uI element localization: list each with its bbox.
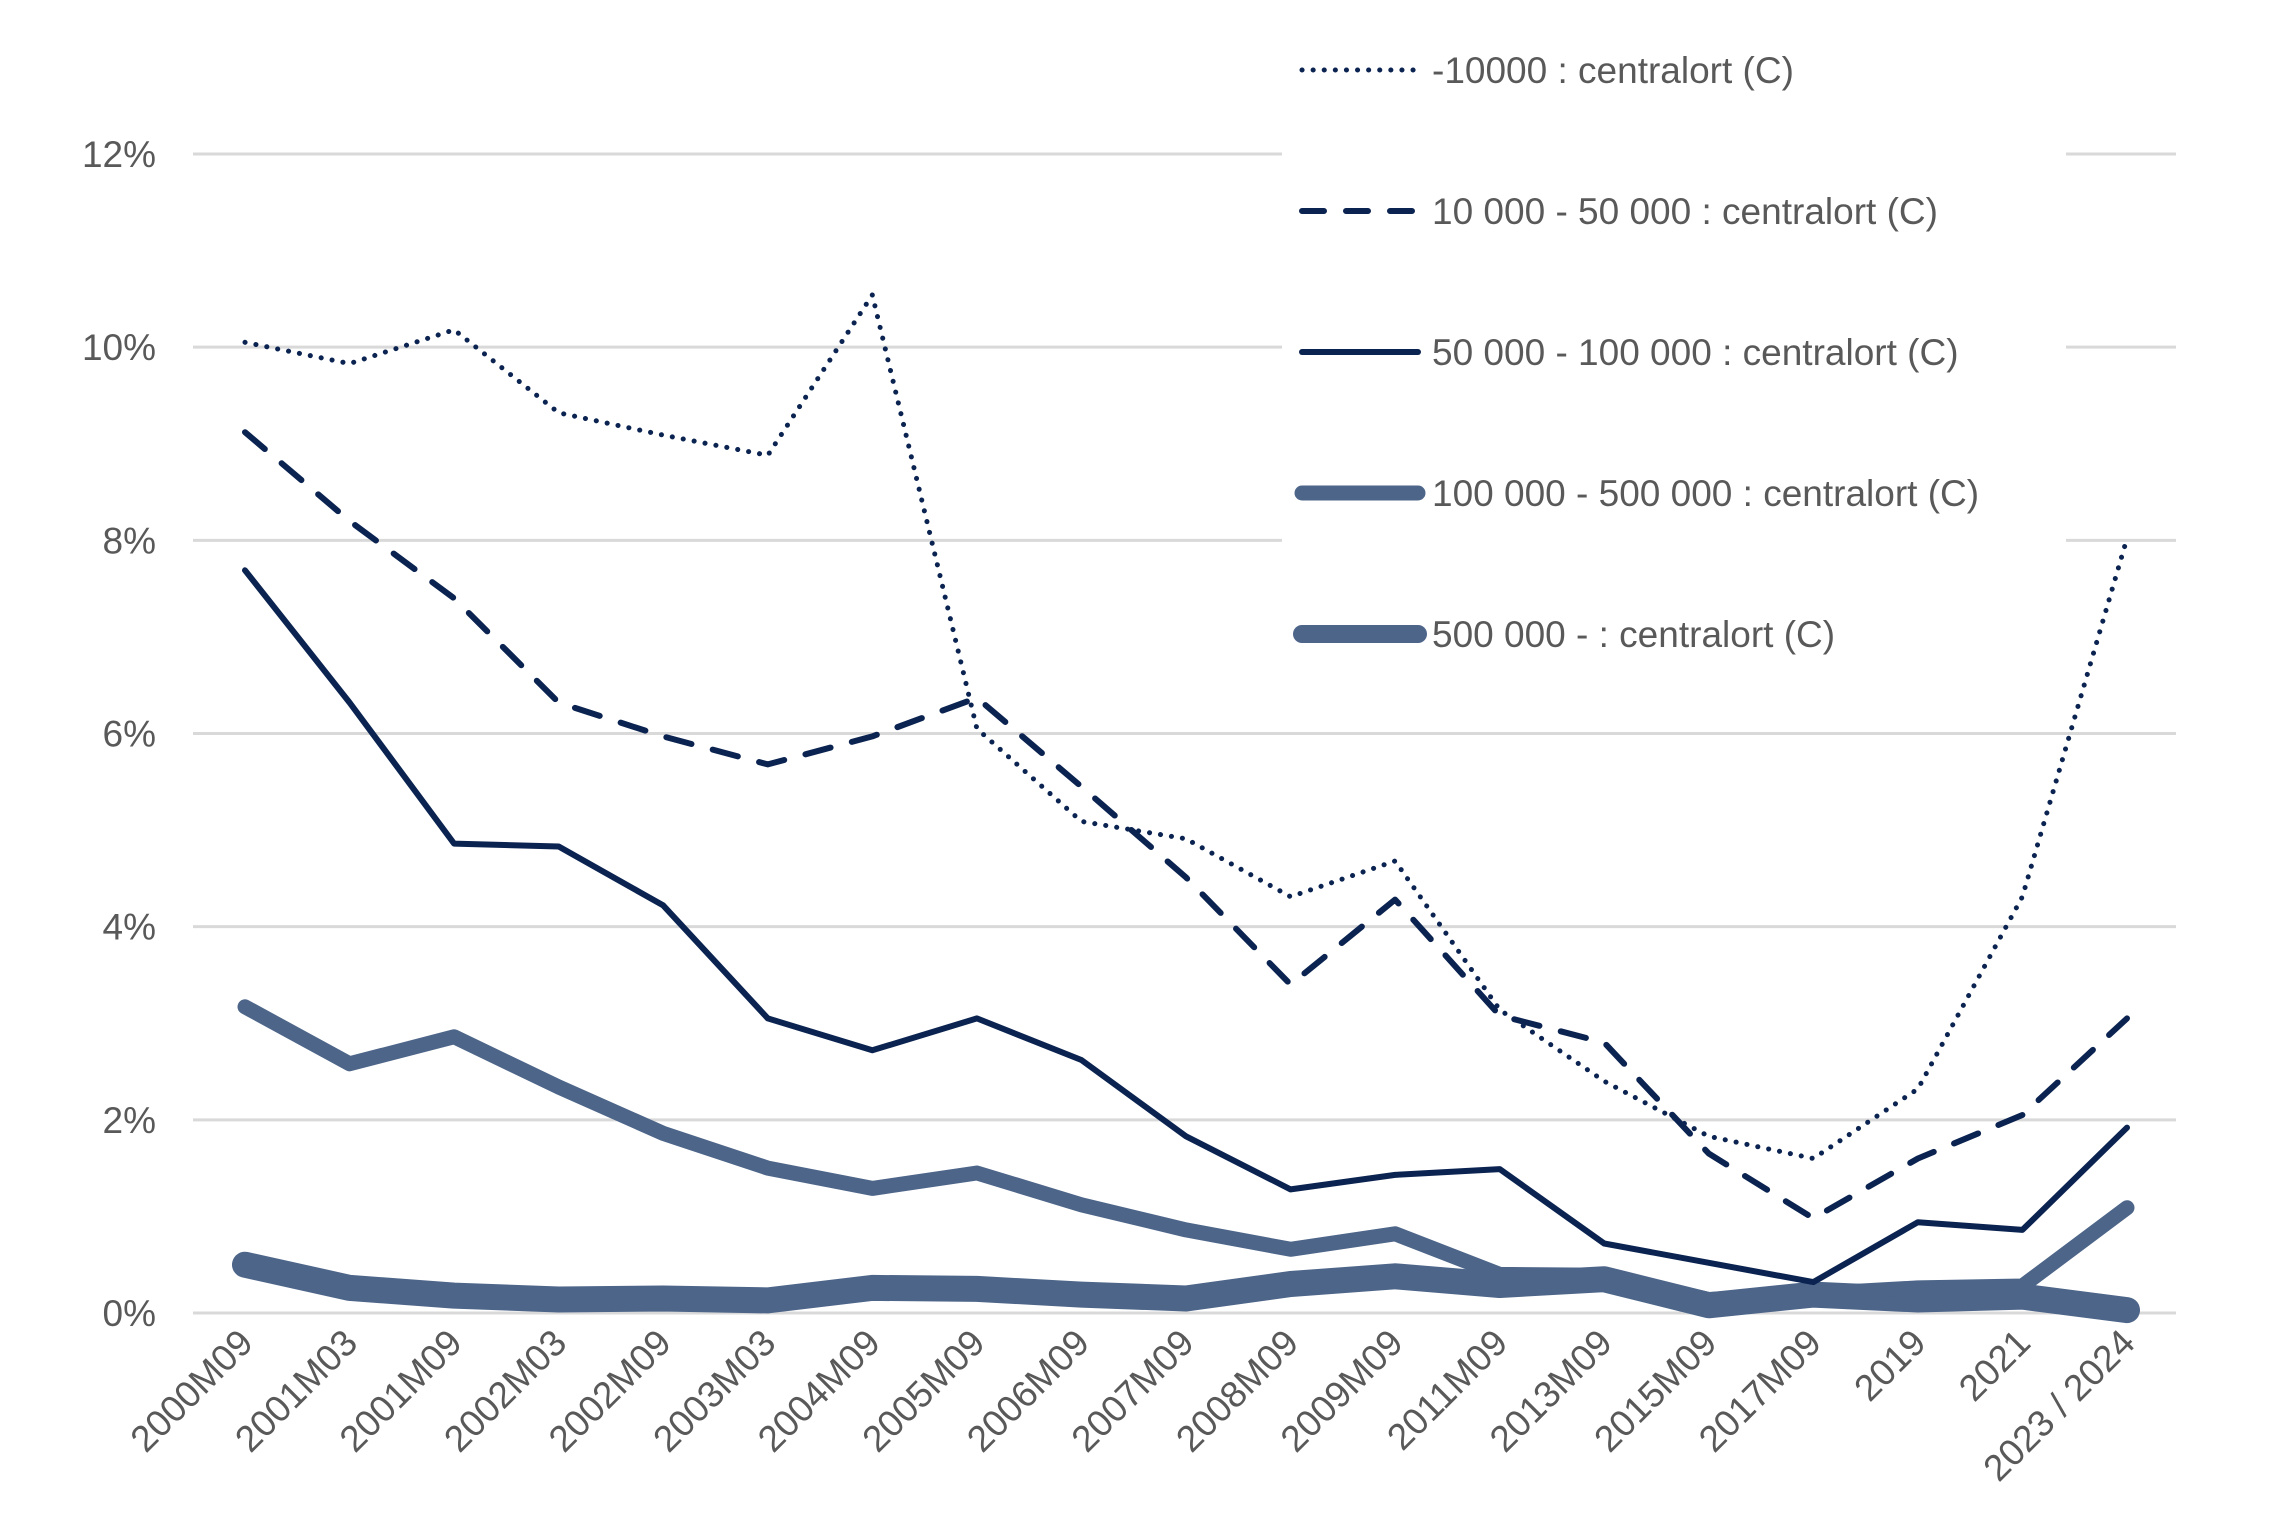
series-line xyxy=(242,429,2130,1222)
data-point xyxy=(1811,1216,1815,1220)
data-point xyxy=(1498,1008,1502,1012)
data-point xyxy=(1916,1087,1920,1091)
series-line xyxy=(242,292,2130,1161)
y-tick-label: 0% xyxy=(103,1293,156,1334)
gridlines xyxy=(193,152,2176,1315)
legend-label: 50 000 - 100 000 : centralort (C) xyxy=(1432,332,1959,373)
data-point xyxy=(1707,1134,1711,1138)
data-point xyxy=(348,519,352,523)
series-3 xyxy=(242,567,2130,1286)
legend-item: 100 000 - 500 000 : centralort (C) xyxy=(1294,473,1979,514)
y-tick-label: 4% xyxy=(103,907,156,948)
y-tick-label: 8% xyxy=(103,520,156,561)
legend-label: -10000 : centralort (C) xyxy=(1432,50,1794,91)
data-point xyxy=(1498,1014,1502,1018)
legend-item: -10000 : centralort (C) xyxy=(1299,50,1794,91)
y-tick-label: 6% xyxy=(103,714,156,755)
y-axis-tick-labels: 0% 2% 4% 6% 8% 10% 12% xyxy=(82,134,156,1334)
legend-label: 500 000 - : centralort (C) xyxy=(1432,614,1835,655)
series-line xyxy=(242,567,2130,1286)
series-lines xyxy=(232,292,2140,1324)
series-2 xyxy=(242,429,2130,1222)
data-point xyxy=(975,696,979,700)
data-point xyxy=(348,362,352,366)
y-tick-label: 10% xyxy=(82,327,156,368)
x-axis-tick-labels: 2000M092001M032001M092002M032002M092003M… xyxy=(123,1322,2143,1489)
series-4 xyxy=(237,999,2135,1307)
data-point xyxy=(557,411,561,415)
x-tick-label: 2021 xyxy=(1951,1322,2038,1409)
legend-label: 100 000 - 500 000 : centralort (C) xyxy=(1432,473,1979,514)
y-tick-label: 2% xyxy=(103,1100,156,1141)
legend-label: 10 000 - 50 000 : centralort (C) xyxy=(1432,191,1938,232)
legend-item: 500 000 - : centralort (C) xyxy=(1293,614,1835,655)
data-point xyxy=(452,328,456,332)
series-line xyxy=(237,999,2135,1307)
x-tick-label: 2019 xyxy=(1846,1322,1933,1409)
legend-item: 10 000 - 50 000 : centralort (C) xyxy=(1299,191,1938,232)
legend: -10000 : centralort (C) 10 000 - 50 000 :… xyxy=(1293,50,1979,655)
series-1 xyxy=(242,292,2130,1161)
legend-item: 50 000 - 100 000 : centralort (C) xyxy=(1299,332,1959,373)
y-tick-label: 12% xyxy=(82,134,156,175)
